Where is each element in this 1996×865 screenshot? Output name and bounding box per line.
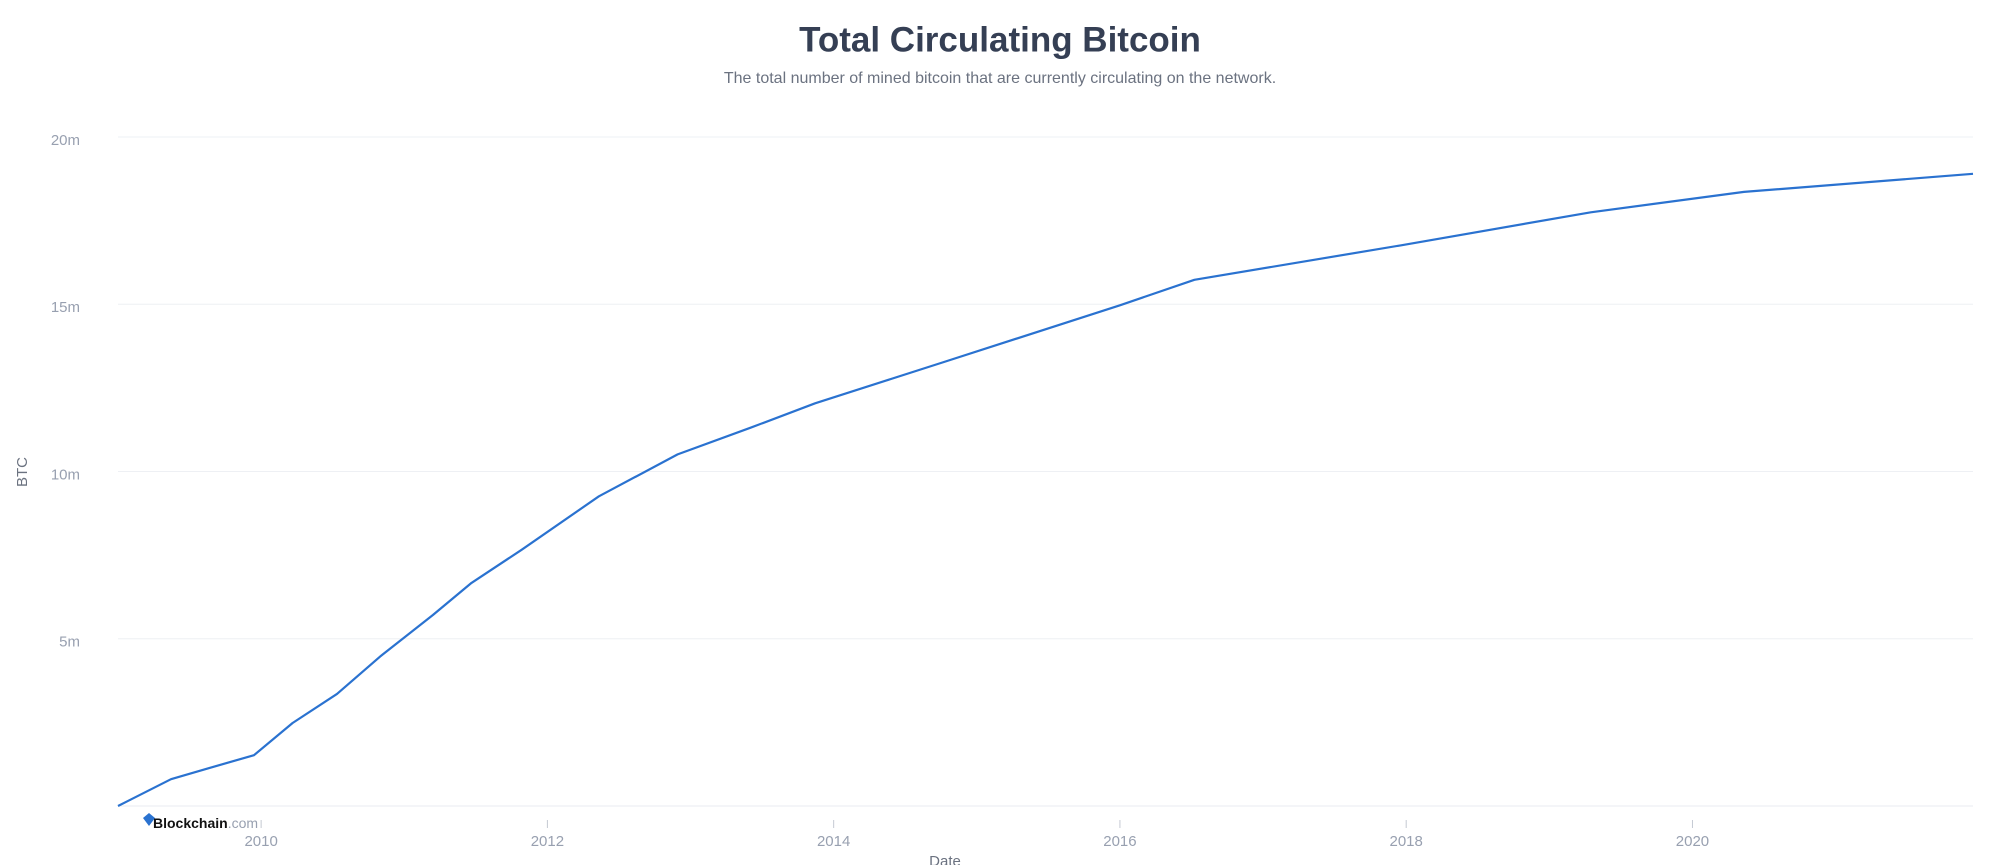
x-tick-label: 2020 bbox=[1676, 833, 1709, 850]
watermark-text: Blockchain.com bbox=[153, 815, 258, 831]
x-tick-label: 2010 bbox=[244, 833, 277, 850]
y-tick-label: 15m bbox=[51, 299, 80, 316]
brand: Blockchain bbox=[153, 815, 228, 831]
x-tick-label: 2014 bbox=[817, 833, 850, 850]
y-axis-label: BTC bbox=[14, 457, 31, 487]
y-tick-label: 5m bbox=[59, 634, 80, 651]
brand-suffix: .com bbox=[228, 815, 258, 831]
data-line bbox=[117, 172, 1974, 807]
y-tick-label: 20m bbox=[51, 132, 80, 149]
y-tick-label: 10m bbox=[51, 466, 80, 483]
logo-icon bbox=[143, 813, 155, 826]
chart-title: Total Circulating Bitcoin bbox=[799, 20, 1201, 59]
x-axis-label: Date bbox=[929, 853, 961, 865]
chart-subtitle: The total number of mined bitcoin that a… bbox=[724, 70, 1276, 87]
x-tick-label: 2012 bbox=[531, 833, 564, 850]
watermark: Blockchain.com bbox=[143, 813, 258, 831]
x-tick-label: 2016 bbox=[1103, 833, 1136, 850]
x-tick-label: 2018 bbox=[1390, 833, 1423, 850]
